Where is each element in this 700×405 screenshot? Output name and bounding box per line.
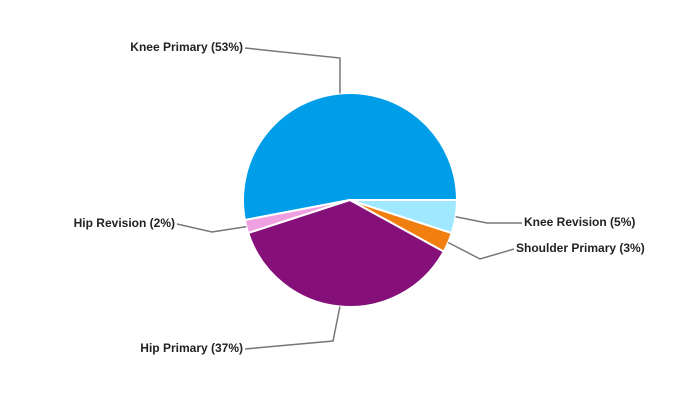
leader-line (455, 216, 522, 224)
pie-slice (242, 92, 459, 222)
slice-label: Hip Primary (37%) (140, 341, 243, 355)
leader-line (176, 223, 247, 233)
slice-label: Knee Primary (53%) (130, 40, 243, 54)
leader-line (244, 47, 341, 94)
leader-line (244, 306, 341, 350)
leader-line (447, 241, 515, 260)
slice-label: Shoulder Primary (3%) (516, 241, 645, 255)
slice-label: Knee Revision (5%) (524, 215, 635, 229)
pie-slice (246, 198, 446, 308)
slice-label: Hip Revision (2%) (74, 216, 175, 230)
